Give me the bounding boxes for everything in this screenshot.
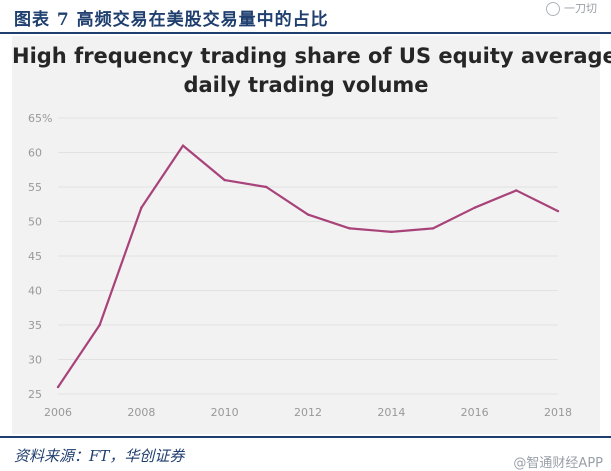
line-chart: 25 30 35 40 45 50 55 60 65% 2006 2008 2010 2012 2014…	[28, 112, 572, 419]
chart-title-line-1: High frequency trading share of US equit…	[12, 44, 611, 68]
chart-panel: 25 30 35 40 45 50 55 60 65% 2006 2008 2010 2012 2014…	[12, 36, 611, 434]
x-tick-label: 2006	[44, 406, 72, 419]
x-tick-label: 2008	[127, 406, 155, 419]
data-point	[306, 213, 310, 216]
watermark-account-text: 一刀切	[564, 2, 597, 15]
data-point	[181, 144, 185, 147]
data-point	[431, 227, 435, 230]
series-layer	[56, 144, 560, 389]
x-tick-label: 2010	[211, 406, 239, 419]
x-tick-label: 2014	[377, 406, 405, 419]
data-point	[140, 206, 143, 209]
x-tick-labels: 2006 2008 2010 2012 2014 2016 2018	[44, 406, 572, 419]
y-tick-label: 25	[28, 388, 42, 401]
data-point	[223, 178, 226, 182]
data-point	[265, 185, 268, 189]
x-tick-label: 2018	[544, 406, 572, 419]
y-tick-label: 65%	[28, 112, 52, 125]
y-tick-labels: 25 30 35 40 45 50 55 60 65%	[28, 112, 52, 401]
y-tick-label: 55	[28, 181, 42, 194]
y-tick-label: 35	[28, 319, 42, 332]
y-tick-label: 30	[28, 354, 42, 367]
data-point	[98, 323, 101, 327]
figure-footer: 资料来源：FT，华创证券 @智通财经APP	[0, 436, 611, 471]
chart-title-line-2: daily trading volume	[183, 73, 429, 97]
data-point	[515, 189, 518, 192]
data-point	[556, 209, 560, 213]
figure-caption: 图表 7 高频交易在美股交易量中的占比	[14, 10, 329, 30]
y-tick-label: 45	[28, 250, 42, 263]
source-note: 资料来源：FT，华创证券	[14, 447, 185, 465]
data-point	[348, 227, 351, 230]
grid-layer	[58, 117, 558, 395]
x-tick-label: 2016	[461, 406, 489, 419]
figure-header: 图表 7 高频交易在美股交易量中的占比 一刀切	[0, 0, 611, 34]
data-point	[56, 385, 60, 389]
watermark-account: 一刀切	[546, 0, 597, 16]
y-tick-label: 50	[28, 216, 42, 229]
watermark-app: @智通财经APP	[513, 456, 603, 471]
y-tick-label: 60	[28, 147, 42, 160]
x-tick-label: 2012	[294, 406, 322, 419]
data-point	[390, 230, 393, 234]
watermark-logo-icon	[546, 2, 560, 16]
series-line	[57, 144, 559, 388]
y-tick-label: 40	[28, 285, 42, 298]
data-point	[473, 206, 476, 209]
